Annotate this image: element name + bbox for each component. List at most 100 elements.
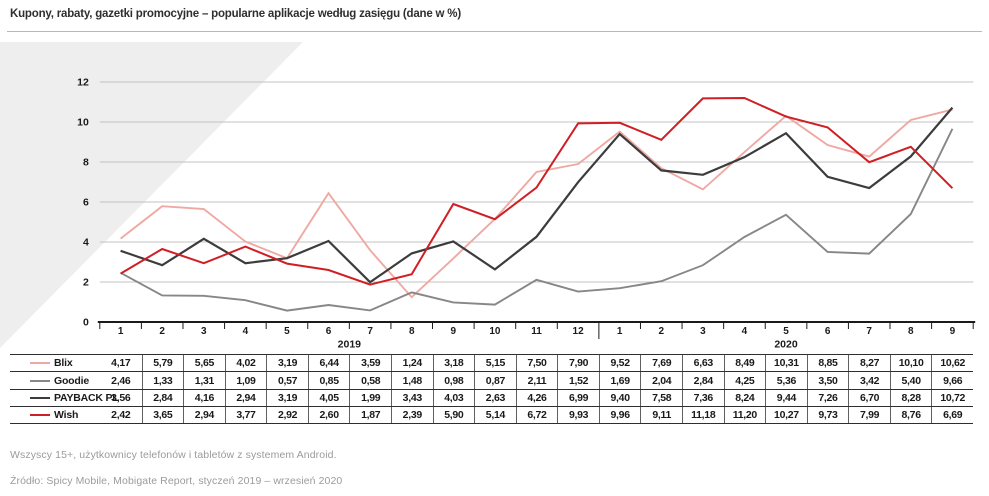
- table-value-cell: 11,18: [682, 407, 724, 423]
- y-axis-tick-label: 8: [83, 157, 89, 169]
- table-value-cell: 1,69: [598, 372, 641, 389]
- x-axis-month-label: 4: [243, 326, 249, 337]
- table-value-cell: 1,52: [557, 372, 599, 389]
- table-value-cell: 10,10: [889, 355, 932, 372]
- table-value-cell: 10,31: [765, 355, 807, 372]
- table-value-cell: 0,58: [349, 372, 391, 389]
- table-value-cell: 5,65: [183, 355, 225, 372]
- table-value-cell: 8,24: [723, 389, 766, 407]
- table-value-cell: 8,85: [806, 355, 849, 372]
- table-value-cell: 6,70: [848, 389, 890, 407]
- x-axis-year-label: 2019: [338, 339, 362, 351]
- x-axis-month-label: 6: [326, 326, 332, 337]
- table-value-cell: 6,44: [307, 355, 350, 372]
- table-value-cell: 4,25: [723, 372, 766, 389]
- table-row-blix: Blix 4,17 5,79 5,65 4,02 3,19 6,44 3,59 1,24 3,18…: [10, 354, 973, 372]
- table-value-cell: 2,94: [224, 389, 267, 407]
- table-value-cell: 3,19: [266, 355, 308, 372]
- series-name-label: Wish: [54, 408, 79, 421]
- x-axis-month-label: 8: [908, 326, 914, 337]
- table-value-cell: 2,60: [307, 407, 350, 423]
- page-title: Kupony, rabaty, gazetki promocyjne – pop…: [10, 8, 461, 20]
- audience-footnote: Wszyscy 15+, użytkownicy telefonów i tab…: [10, 449, 337, 461]
- table-value-cell: 3,77: [224, 407, 267, 423]
- table-value-cell: 9,44: [765, 389, 807, 407]
- table-value-cell: 1,09: [224, 372, 267, 389]
- table-value-cell: 7,50: [515, 355, 558, 372]
- series-name-label: Blix: [54, 357, 73, 370]
- series-color-swatch: [30, 413, 50, 416]
- table-value-cell: 5,79: [141, 355, 184, 372]
- table-value-cell: 5,90: [432, 407, 475, 423]
- legend-cell: Goodie: [10, 372, 100, 388]
- series-line-payback-pl: [120, 106, 954, 284]
- table-value-cell: 1,87: [349, 407, 391, 423]
- x-axis-month-label: 3: [201, 326, 207, 337]
- table-value-cell: 2,63: [474, 389, 516, 407]
- table-value-cell: 6,72: [515, 407, 558, 423]
- table-row-wish: Wish 2,42 3,65 2,94 3,77 2,92 2,60 1,87 2,39 5,90…: [10, 406, 973, 424]
- table-value-cell: 4,03: [432, 389, 475, 407]
- y-axis-tick-label: 10: [77, 117, 89, 129]
- table-value-cell: 3,56: [111, 391, 131, 404]
- table-value-cell: 4,16: [183, 389, 225, 407]
- table-value-cell: 11,20: [723, 407, 766, 423]
- x-axis-month-label: 9: [950, 326, 956, 337]
- table-value-cell: 6,69: [931, 407, 973, 423]
- table-value-cell: 9,93: [557, 407, 599, 423]
- table-value-cell: 9,96: [598, 407, 641, 423]
- table-value-cell: 9,66: [931, 372, 973, 389]
- table-value-cell: 3,65: [141, 407, 184, 423]
- table-value-cell: 9,73: [806, 407, 849, 423]
- x-axis-month-label: 11: [531, 326, 542, 337]
- table-value-cell: 7,36: [682, 389, 724, 407]
- x-axis-month-label: 4: [742, 326, 748, 337]
- x-axis-month-label: 12: [573, 326, 585, 337]
- table-value-cell: 2,04: [640, 372, 682, 389]
- table-row-payback-pl: PAYBACK PL 3,56 2,84 4,16 2,94 3,19 4,05 1,99 3,…: [10, 388, 973, 407]
- y-axis-tick-label: 6: [83, 197, 89, 209]
- table-value-cell: 6,99: [557, 389, 599, 407]
- table-value-cell: 4,26: [515, 389, 558, 407]
- x-axis-year-label: 2020: [774, 339, 798, 351]
- table-value-cell: 8,76: [889, 407, 932, 423]
- table-value-cell: 2,94: [183, 407, 225, 423]
- table-value-cell: 0,57: [266, 372, 308, 389]
- table-value-cell: 8,49: [723, 355, 766, 372]
- table-value-cell: 5,15: [474, 355, 516, 372]
- source-note: Źródło: Spicy Mobile, Mobigate Report, s…: [10, 475, 343, 487]
- x-axis-month-label: 2: [658, 326, 664, 337]
- table-value-cell: 5,40: [889, 372, 932, 389]
- table-value-cell: 3,42: [848, 372, 890, 389]
- table-value-cell: 7,90: [557, 355, 599, 372]
- table-value-cell: 7,69: [640, 355, 682, 372]
- table-value-cell: 8,28: [889, 389, 932, 407]
- table-value-cell: 1,31: [183, 372, 225, 389]
- table-value-cell: 7,99: [848, 407, 890, 423]
- table-value-cell: 2,46: [111, 374, 131, 387]
- series-color-swatch: [30, 379, 50, 382]
- series-name-label: PAYBACK PL: [54, 391, 119, 404]
- table-value-cell: 3,43: [391, 389, 433, 407]
- table-value-cell: 9,11: [640, 407, 682, 423]
- table-value-cell: 10,27: [765, 407, 807, 423]
- series-name-label: Goodie: [54, 374, 89, 387]
- table-value-cell: 7,58: [640, 389, 682, 407]
- table-value-cell: 5,14: [474, 407, 516, 423]
- x-axis-month-label: 9: [451, 326, 457, 337]
- table-value-cell: 3,50: [806, 372, 849, 389]
- table-value-cell: 2,84: [682, 372, 724, 389]
- table-value-cell: 8,27: [848, 355, 890, 372]
- table-value-cell: 3,59: [349, 355, 391, 372]
- table-value-cell: 0,85: [307, 372, 350, 389]
- x-axis-month-label: 7: [866, 326, 872, 337]
- legend-cell: Blix: [10, 355, 100, 371]
- table-value-cell: 10,62: [931, 355, 973, 372]
- table-value-cell: 0,98: [432, 372, 475, 389]
- legend-cell: PAYBACK PL: [10, 390, 119, 406]
- x-axis-month-label: 5: [284, 326, 290, 337]
- y-axis-tick-label: 0: [83, 317, 89, 329]
- table-value-cell: 6,63: [682, 355, 724, 372]
- table-value-cell: 9,40: [598, 389, 641, 407]
